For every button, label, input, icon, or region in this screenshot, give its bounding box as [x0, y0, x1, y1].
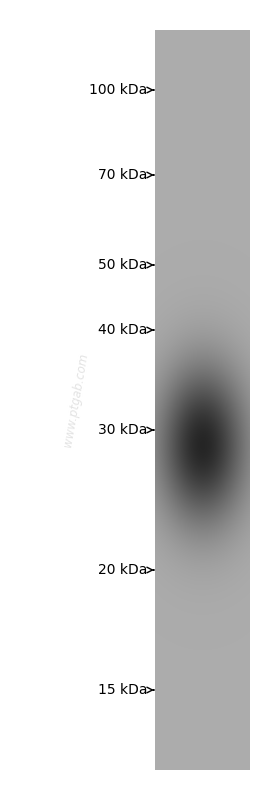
Text: 20 kDa: 20 kDa [98, 563, 147, 577]
Text: 30 kDa: 30 kDa [98, 423, 147, 437]
Text: 50 kDa: 50 kDa [98, 258, 147, 272]
Text: www.ptgab.com: www.ptgab.com [61, 352, 90, 447]
Text: 70 kDa: 70 kDa [98, 168, 147, 182]
Text: 15 kDa: 15 kDa [97, 683, 147, 697]
Text: 100 kDa: 100 kDa [89, 83, 147, 97]
Text: 40 kDa: 40 kDa [98, 323, 147, 337]
